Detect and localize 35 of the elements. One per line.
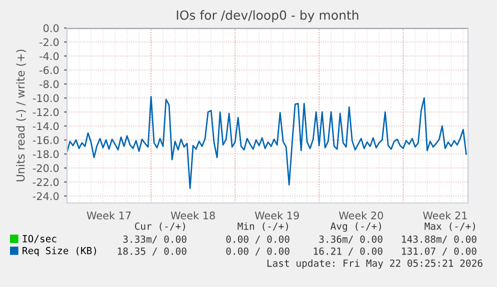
text: Avg (-/+) bbox=[330, 222, 381, 232]
text: Cur (-/+) bbox=[134, 222, 185, 231]
legend-label: Req Size (KB) bbox=[22, 246, 96, 256]
y-tick-label: -2.0 bbox=[40, 38, 59, 46]
text: 0.00 / 0.00 bbox=[226, 247, 290, 256]
text: Last update: Fri May 22 05:25:21 2026 bbox=[267, 259, 482, 269]
y-axis-title: Units read (-) / write (+) bbox=[16, 50, 26, 182]
x-tick-label: Week 17 bbox=[86, 211, 131, 220]
y-tick-label: -20.0 bbox=[32, 164, 59, 172]
legend-label: IO/sec bbox=[22, 235, 56, 244]
y-tick-label: -16.0 bbox=[32, 136, 59, 144]
x-tick-label: Week 18 bbox=[170, 211, 215, 220]
text: Max (-/+) bbox=[424, 222, 475, 231]
y-tick-label: -14.0 bbox=[32, 122, 59, 130]
y-tick-label: -4.0 bbox=[40, 52, 59, 60]
text: 3.33m/ 0.00 bbox=[123, 235, 186, 244]
y-tick-label: -6.0 bbox=[40, 66, 59, 74]
y-tick-label: -18.0 bbox=[32, 150, 59, 158]
text: 3.36m/ 0.00 bbox=[319, 235, 382, 244]
text: 16.21 / 0.00 bbox=[314, 247, 382, 256]
text: Min (-/+) bbox=[238, 222, 288, 231]
text: 131.07 / 0.00 bbox=[402, 247, 476, 256]
x-tick-label: Week 21 bbox=[422, 211, 467, 220]
text: 18.35 / 0.00 bbox=[118, 247, 186, 256]
y-tick-label: -22.0 bbox=[32, 178, 59, 186]
text: 0.00 / 0.00 bbox=[226, 235, 290, 244]
x-tick-label: Week 20 bbox=[338, 211, 384, 220]
y-tick-label: -10.0 bbox=[32, 94, 59, 102]
text: 143.88m/ 0.00 bbox=[402, 235, 476, 244]
x-tick-label: Week 19 bbox=[254, 211, 299, 220]
chart-title: IOs for /dev/loop0 - by month bbox=[176, 10, 358, 22]
y-tick-label: 0.0 bbox=[43, 24, 59, 32]
y-tick-label: -8.0 bbox=[40, 80, 59, 88]
y-tick-label: -12.0 bbox=[32, 108, 59, 116]
y-tick-label: -24.0 bbox=[32, 192, 59, 200]
